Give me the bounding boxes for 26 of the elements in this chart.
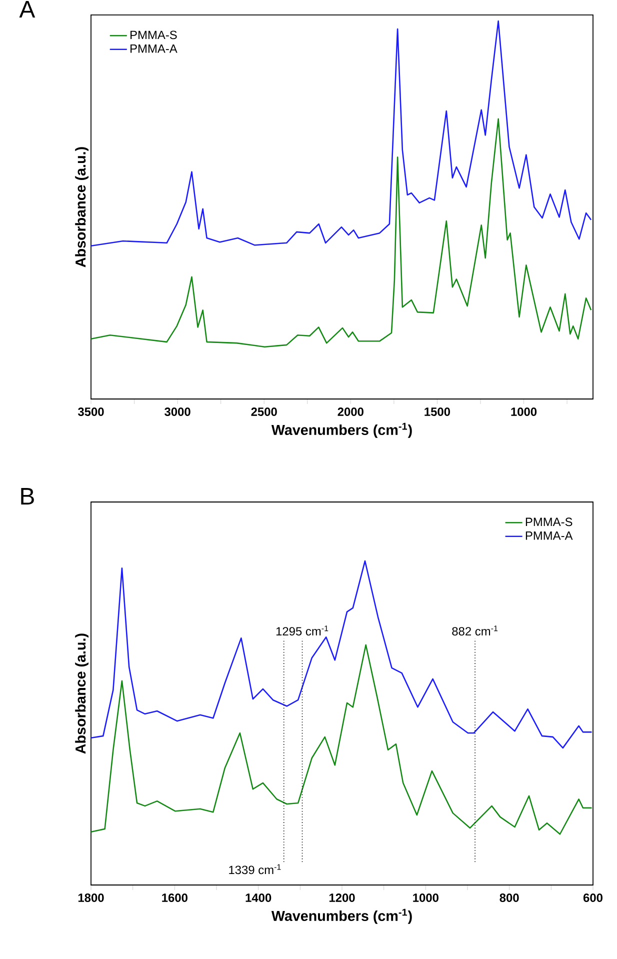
legend-label: PMMA-A xyxy=(130,44,178,53)
x-tick-label: 1800 xyxy=(78,894,104,902)
x-tick-label: 1200 xyxy=(329,894,355,902)
x-tick-label: 1600 xyxy=(162,894,188,902)
x-tick-label: 1400 xyxy=(246,894,272,902)
x-tick-label: 1500 xyxy=(424,408,450,416)
y-axis-title: Absorbance (a.u.) xyxy=(75,147,88,268)
ref-line-label: 1295 cm$^{-1}$ xyxy=(276,626,328,636)
y-axis-title: Absorbance (a.u.) xyxy=(75,634,88,754)
x-tick-label: 1000 xyxy=(413,894,438,902)
legend-label: PMMA-S xyxy=(130,30,177,40)
chart-title: B xyxy=(21,488,34,504)
legend-label: PMMA-A xyxy=(526,532,573,540)
chart-title: A xyxy=(19,1,36,18)
ref-line-label: 1339 cm$^{-1}$ xyxy=(229,864,281,874)
x-tick-label: 2000 xyxy=(338,408,364,416)
x-tick-label: 2500 xyxy=(251,408,277,416)
x-tick-label: 3000 xyxy=(164,408,190,416)
x-tick-label: 600 xyxy=(583,894,602,902)
legend-label: PMMA-S xyxy=(526,518,572,526)
x-axis-title: Wavenumbers (cm$^{-1}$) xyxy=(271,908,412,924)
x-axis-title: Wavenumbers (cm$^{-1}$) xyxy=(271,422,412,438)
x-tick-label: 1000 xyxy=(511,408,537,416)
ref-line-label: 882 cm$^{-1}$ xyxy=(452,626,498,636)
x-tick-label: 3500 xyxy=(78,408,104,416)
x-tick-label: 800 xyxy=(500,894,519,902)
